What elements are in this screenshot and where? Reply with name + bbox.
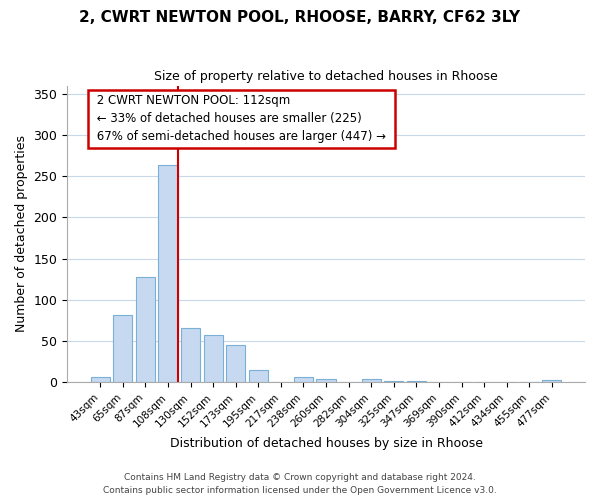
Bar [542,380,562,382]
X-axis label: Distribution of detached houses by size in Rhoose: Distribution of detached houses by size … [170,437,482,450]
Bar [113,316,133,382]
Text: 2, CWRT NEWTON POOL, RHOOSE, BARRY, CF62 3LY: 2, CWRT NEWTON POOL, RHOOSE, BARRY, CF62… [79,10,521,25]
Bar [158,166,178,382]
Y-axis label: Number of detached properties: Number of detached properties [15,136,28,332]
Bar [181,328,200,382]
Bar [249,370,268,382]
Text: 2 CWRT NEWTON POOL: 112sqm
 ← 33% of detached houses are smaller (225)
 67% of s: 2 CWRT NEWTON POOL: 112sqm ← 33% of deta… [93,94,390,144]
Bar [294,377,313,382]
Bar [203,335,223,382]
Bar [91,377,110,382]
Bar [362,379,381,382]
Bar [136,276,155,382]
Bar [316,379,335,382]
Title: Size of property relative to detached houses in Rhoose: Size of property relative to detached ho… [154,70,498,83]
Bar [226,345,245,382]
Text: Contains HM Land Registry data © Crown copyright and database right 2024.
Contai: Contains HM Land Registry data © Crown c… [103,474,497,495]
